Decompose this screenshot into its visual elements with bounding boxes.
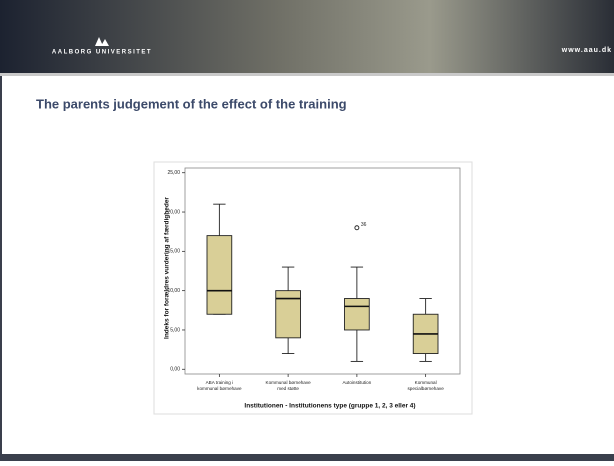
plot-area — [184, 167, 461, 375]
x-tick-label: med støtte — [277, 386, 299, 391]
footer-bar — [0, 454, 614, 461]
chart-frame — [153, 161, 473, 415]
x-tick-label: Autoinstitution — [342, 380, 371, 385]
left-border — [0, 76, 2, 454]
y-tick-label: 20,00 — [167, 209, 180, 215]
university-name: AALBORG UNIVERSITET — [52, 50, 152, 56]
x-tick-label: Kommunal børnehave — [266, 380, 312, 385]
x-tick-label: specialbørnehave — [407, 386, 444, 391]
outlier — [354, 225, 360, 231]
logo — [95, 37, 109, 46]
header-banner — [0, 0, 614, 76]
outlier-label: 36 — [361, 222, 367, 228]
y-tick-label: 15,00 — [167, 249, 180, 255]
y-tick-label: 0,00 — [170, 367, 180, 373]
y-tick-label: 10,00 — [167, 288, 180, 294]
box — [206, 235, 233, 315]
url: www.aau.dk — [561, 47, 612, 54]
x-tick-label: ABA training i — [206, 380, 234, 385]
y-tick-label: 5,00 — [170, 327, 180, 333]
box — [344, 298, 370, 331]
x-tick-label: kommunal børnehave — [197, 386, 242, 391]
header-rule — [0, 73, 614, 76]
x-tick-label: Kommunal — [415, 380, 437, 385]
slide-title: The parents judgement of the effect of t… — [36, 96, 347, 111]
y-axis-label: Indeks for forældres vurdering af færdig… — [164, 197, 171, 339]
x-axis-label: Institutionen - Institutionens type (gru… — [244, 403, 415, 410]
y-tick-label: 25,00 — [167, 170, 180, 176]
